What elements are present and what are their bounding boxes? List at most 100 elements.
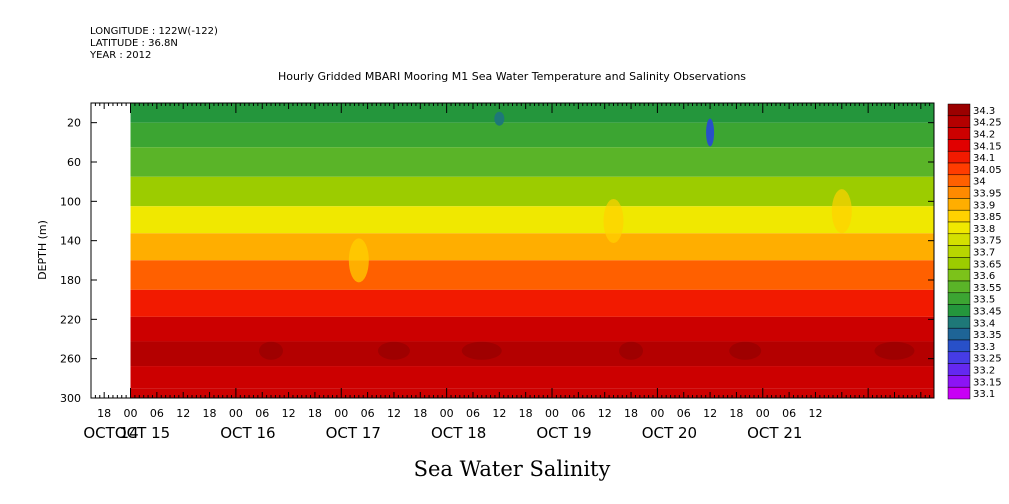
colorbar-swatch xyxy=(947,375,971,388)
salinity-band xyxy=(130,147,934,177)
colorbar-label: 34 xyxy=(973,177,986,188)
salinity-band xyxy=(130,316,934,342)
salinity-band xyxy=(130,260,934,290)
y-axis: 20 60 100 140 180 220 260 300 xyxy=(60,117,934,405)
y-tick-label: 140 xyxy=(60,235,81,248)
colorbar-label: 34.2 xyxy=(973,130,995,141)
plot-area xyxy=(90,102,935,399)
x-day-label: OCT 19 xyxy=(536,424,591,442)
fresh-pocket xyxy=(706,118,715,147)
colorbar-swatch xyxy=(947,327,971,341)
colorbar-label: 33.45 xyxy=(973,307,1002,318)
saline-core xyxy=(259,341,284,360)
colorbar-label: 33.35 xyxy=(973,330,1002,341)
colorbar-label: 33.65 xyxy=(973,259,1002,270)
colorbar-swatch xyxy=(947,150,971,164)
colorbar-swatch xyxy=(947,233,971,246)
colorbar-swatch xyxy=(947,280,971,294)
colorbar-swatch xyxy=(947,115,971,128)
y-tick-label: 20 xyxy=(67,117,81,130)
fresh-intrusion xyxy=(831,189,852,234)
salinity-band xyxy=(130,366,934,389)
x-hour-label: 12 xyxy=(808,407,822,420)
x-hour-label: 06 xyxy=(150,407,164,420)
colorbar-label: 33.55 xyxy=(973,283,1002,294)
colorbar-swatch xyxy=(947,174,971,187)
variable-label: Sea Water Salinity xyxy=(414,457,611,481)
x-hour-label: 00 xyxy=(229,407,243,420)
x-hour-label: 12 xyxy=(282,407,296,420)
x-hour-label: 12 xyxy=(598,407,612,420)
salinity-band xyxy=(130,176,934,207)
colorbar-swatch xyxy=(947,139,971,152)
header-latitude: LATITUDE : 36.8N xyxy=(90,38,178,49)
colorbar-swatch xyxy=(947,351,971,364)
x-day-label: OCT 18 xyxy=(431,424,486,442)
colorbar-label: 34.1 xyxy=(973,153,995,164)
x-day-label: OCT 21 xyxy=(747,424,802,442)
saline-core xyxy=(729,341,762,360)
colorbar-label: 33.15 xyxy=(973,377,1002,388)
colorbar-swatch xyxy=(947,127,971,140)
colorbar-swatch xyxy=(947,103,971,117)
y-tick-label: 260 xyxy=(60,353,81,366)
colorbar-label: 33.5 xyxy=(973,295,995,306)
colorbar-swatch xyxy=(947,257,971,270)
colorbar-label: 33.1 xyxy=(973,389,995,400)
x-hour-label: 18 xyxy=(203,407,217,420)
x-day-label: OCT 17 xyxy=(326,424,381,442)
salinity-band xyxy=(130,388,934,398)
colorbar-swatch xyxy=(947,198,971,211)
salinity-band xyxy=(130,103,934,123)
chart-title: Hourly Gridded MBARI Mooring M1 Sea Wate… xyxy=(278,70,746,83)
x-hour-label: 00 xyxy=(124,407,138,420)
x-day-label: OCT 14 xyxy=(83,424,138,442)
x-hour-label: 06 xyxy=(466,407,480,420)
x-hour-label: 12 xyxy=(176,407,190,420)
y-tick-label: 220 xyxy=(60,313,81,326)
x-hour-label: 00 xyxy=(650,407,664,420)
x-hour-label: 06 xyxy=(677,407,691,420)
y-tick-label: 180 xyxy=(60,274,81,287)
fresh-intrusion xyxy=(603,199,624,243)
saline-core xyxy=(619,341,644,360)
salinity-band xyxy=(130,341,934,367)
y-tick-label: 100 xyxy=(60,195,81,208)
colorbar-label: 33.25 xyxy=(973,354,1002,365)
x-day-label: OCT 20 xyxy=(642,424,697,442)
salinity-features xyxy=(259,111,915,360)
x-axis: 18 00 06 12 18 00 06 12 18 00 06 12 18 00 06 12 18 00 06 12… xyxy=(83,103,935,442)
colorbar-label: 33.85 xyxy=(973,212,1002,223)
y-tick-label: 300 xyxy=(60,392,81,405)
colorbar-label: 33.8 xyxy=(973,224,995,235)
x-hour-label: 18 xyxy=(624,407,638,420)
colorbar-swatch xyxy=(947,339,971,353)
salinity-bands xyxy=(130,103,934,398)
colorbar-label: 33.6 xyxy=(973,271,995,282)
colorbar-swatch xyxy=(947,292,971,305)
colorbar-label: 33.75 xyxy=(973,236,1002,247)
colorbar: 34.334.2534.234.1534.134.053433.9533.933… xyxy=(947,103,1002,400)
x-hour-label: 18 xyxy=(97,407,111,420)
x-hour-label: 06 xyxy=(571,407,585,420)
x-day-label: OCT 15 xyxy=(115,424,170,442)
colorbar-swatch xyxy=(947,162,971,176)
x-hour-label: 06 xyxy=(782,407,796,420)
x-hour-label: 12 xyxy=(492,407,506,420)
x-hour-label: 00 xyxy=(440,407,454,420)
fresh-pocket xyxy=(494,111,505,126)
colorbar-swatch xyxy=(947,186,971,199)
colorbar-swatch xyxy=(947,209,971,223)
x-hour-label: 00 xyxy=(545,407,559,420)
y-axis-label: DEPTH (m) xyxy=(36,220,49,280)
header-longitude: LONGITUDE : 122W(-122) xyxy=(90,26,218,37)
colorbar-swatch xyxy=(947,268,971,282)
saline-core xyxy=(874,341,915,360)
saline-core xyxy=(461,341,502,360)
salinity-band xyxy=(130,206,934,234)
fresh-intrusion xyxy=(348,238,369,283)
colorbar-swatch xyxy=(947,221,971,235)
x-hour-label: 12 xyxy=(703,407,717,420)
x-hour-label: 00 xyxy=(756,407,770,420)
